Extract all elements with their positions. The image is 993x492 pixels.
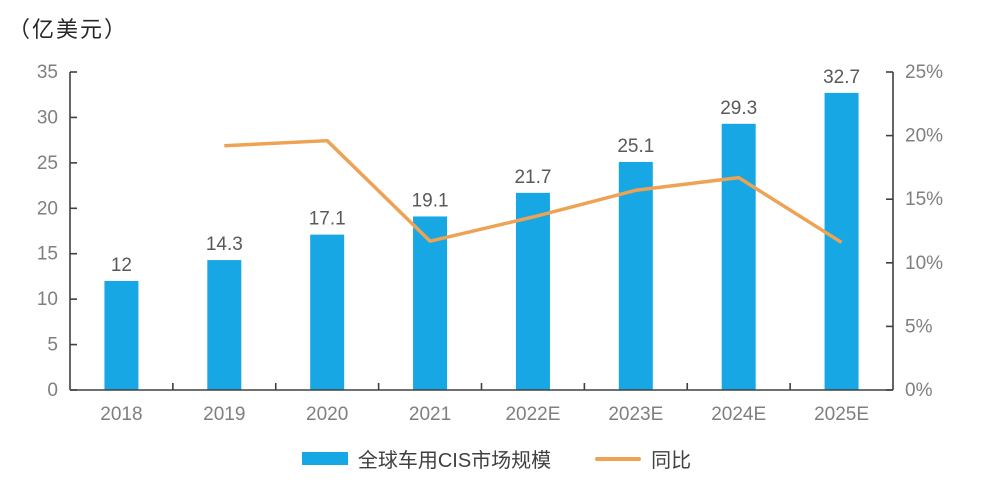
bar-value-label: 25.1 <box>617 136 654 157</box>
right-tick-label: 10% <box>905 253 943 274</box>
left-tick-label: 30 <box>37 107 58 128</box>
right-tick-label: 20% <box>905 126 943 147</box>
x-category-label: 2020 <box>306 404 348 425</box>
bar-value-label: 29.3 <box>720 98 757 119</box>
x-category-label: 2025E <box>814 404 869 425</box>
right-tick-label: 15% <box>905 189 943 210</box>
bar-value-label: 21.7 <box>514 167 551 188</box>
x-category-label: 2022E <box>505 404 560 425</box>
x-category-label: 2023E <box>608 404 663 425</box>
bar-value-label: 19.1 <box>412 190 449 211</box>
right-tick-label: 0% <box>905 380 933 401</box>
x-category-label: 2019 <box>203 404 245 425</box>
chart-plot-area: 1214.317.119.121.725.129.332.70510152025… <box>37 62 943 425</box>
x-category-label: 2024E <box>711 404 766 425</box>
bar-value-label: 12 <box>111 255 132 276</box>
left-tick-label: 10 <box>37 289 58 310</box>
bar-2020 <box>310 234 345 390</box>
chart-legend: 全球车用CIS市场规模 同比 <box>0 444 993 473</box>
legend-item-line: 同比 <box>595 444 691 473</box>
x-category-label: 2021 <box>409 404 451 425</box>
bar-2023E <box>618 161 653 390</box>
axis-unit-label: （亿美元） <box>8 17 129 42</box>
legend-line-label: 同比 <box>651 450 692 472</box>
left-tick-label: 5 <box>47 335 58 356</box>
bar-2022E <box>515 192 550 390</box>
bar-2018 <box>104 280 139 390</box>
yoy-line <box>224 138 843 244</box>
left-tick-label: 25 <box>37 153 58 174</box>
right-tick-label: 5% <box>905 316 933 337</box>
x-category-label: 2018 <box>100 404 142 425</box>
bar-value-label: 14.3 <box>206 234 243 255</box>
legend-line-swatch-icon <box>595 456 642 461</box>
bar-value-label: 32.7 <box>823 67 860 88</box>
right-tick-label: 25% <box>905 62 943 83</box>
bar-2019 <box>207 260 242 390</box>
bar-value-label: 17.1 <box>309 209 346 230</box>
legend-item-bar: 全球车用CIS市场规模 <box>301 444 552 473</box>
left-tick-label: 0 <box>47 380 58 401</box>
left-tick-label: 15 <box>37 244 58 265</box>
left-tick-label: 20 <box>37 198 58 219</box>
legend-bar-label: 全球车用CIS市场规模 <box>357 450 552 472</box>
bar-2024E <box>721 123 756 390</box>
bar-2021 <box>413 216 448 390</box>
left-tick-label: 35 <box>37 62 58 83</box>
legend-bar-swatch-icon <box>301 452 348 465</box>
